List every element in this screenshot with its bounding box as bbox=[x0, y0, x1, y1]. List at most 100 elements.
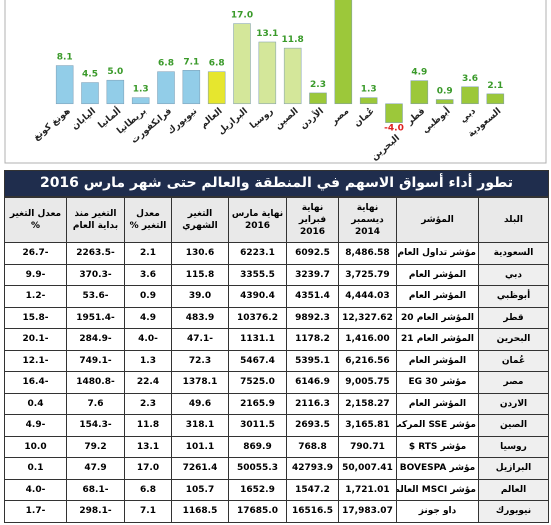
table-cell: 5395.1 bbox=[286, 349, 339, 372]
table-cell: مؤشر SSE المركب bbox=[396, 414, 479, 437]
table-cell: 9,005.75 bbox=[338, 371, 397, 394]
country-cell: البرازيل bbox=[478, 457, 549, 480]
value-label: 4.9 bbox=[411, 68, 427, 78]
bar bbox=[334, 0, 353, 105]
table-cell: 768.8 bbox=[286, 435, 339, 458]
value-label: 2.1 bbox=[487, 81, 503, 91]
value-label: 13.1 bbox=[256, 29, 278, 39]
bar bbox=[359, 97, 378, 105]
table-cell: 50,007.41 bbox=[338, 457, 397, 480]
bar bbox=[461, 86, 479, 105]
table-cell: 1547.2 bbox=[286, 478, 339, 501]
table-cell: 6.8 bbox=[124, 478, 172, 501]
column-header: البلد bbox=[478, 197, 549, 243]
table-cell: 2.3 bbox=[124, 392, 172, 415]
table-cell: 3,165.81 bbox=[338, 414, 397, 437]
table-cell: 22.4 bbox=[124, 371, 172, 394]
table-body: السعودية مؤشر تداول العام 8,486.58 6092.5 62… bbox=[4, 242, 549, 523]
bar bbox=[81, 82, 99, 105]
table-cell: 6146.9 bbox=[286, 371, 339, 394]
table-cell: -4.0 bbox=[4, 478, 67, 501]
table-cell: 10.0 bbox=[4, 435, 67, 458]
table-cell: 2.1 bbox=[124, 242, 172, 265]
country-cell: أبوظبي bbox=[478, 285, 549, 308]
table-cell: المؤشر العام bbox=[396, 349, 479, 372]
country-cell: عُمان bbox=[478, 349, 549, 372]
column-header: التغير منذ بداية العام bbox=[66, 197, 125, 243]
table-cell: 1178.2 bbox=[286, 328, 339, 351]
column-header: نهاية فبراير 2016 bbox=[286, 197, 339, 243]
table-cell: 79.2 bbox=[66, 435, 125, 458]
table-cell: مؤشر MSCI العالمي bbox=[396, 478, 479, 501]
table-cell: -47.1 bbox=[171, 328, 229, 351]
table-cell: -284.9 bbox=[66, 328, 125, 351]
table-cell: 17685.0 bbox=[228, 500, 287, 523]
table-cell: 7525.0 bbox=[228, 371, 287, 394]
table-cell: 8,486.58 bbox=[338, 242, 397, 265]
table-cell: 1131.1 bbox=[228, 328, 287, 351]
country-cell: مصر bbox=[478, 371, 549, 394]
table-cell: 0.4 bbox=[4, 392, 67, 415]
table: تطور أداء أسواق الاسهم في المنطقة والعال… bbox=[4, 170, 549, 523]
table-cell: 1168.5 bbox=[171, 500, 229, 523]
table-row: الاردن المؤشر العام 2,158.27 2116.3 2165.9 49… bbox=[4, 392, 549, 415]
value-label: 8.1 bbox=[57, 53, 73, 63]
table-cell: 17,983.07 bbox=[338, 500, 397, 523]
table-cell: 3011.5 bbox=[228, 414, 287, 437]
table-cell: 101.1 bbox=[171, 435, 229, 458]
table-cell: -16.4 bbox=[4, 371, 67, 394]
table-cell: 483.9 bbox=[171, 306, 229, 329]
table-cell: 13.1 bbox=[124, 435, 172, 458]
table-cell: 2165.9 bbox=[228, 392, 287, 415]
chart: 8.14.55.01.36.87.16.817.013.111.82.322.4… bbox=[4, 0, 547, 164]
table-cell: -12.1 bbox=[4, 349, 67, 372]
table-cell: 115.8 bbox=[171, 263, 229, 286]
table-cell: -1480.8 bbox=[66, 371, 125, 394]
country-cell: الاردن bbox=[478, 392, 549, 415]
table-cell: المؤشر العام bbox=[396, 285, 479, 308]
table-cell: -4.9 bbox=[4, 414, 67, 437]
value-label: 11.8 bbox=[282, 35, 304, 45]
table-cell: -20.1 bbox=[4, 328, 67, 351]
table-cell: 3,725.79 bbox=[338, 263, 397, 286]
column-header: المؤشر bbox=[396, 197, 479, 243]
country-cell: روسيا bbox=[478, 435, 549, 458]
table-cell: 12,327.62 bbox=[338, 306, 397, 329]
table-cell: -26.7 bbox=[4, 242, 67, 265]
table-row: مصر مؤشر EG 30 9,005.75 6146.9 7525.0 1378.1 2… bbox=[4, 371, 549, 394]
value-label: 3.6 bbox=[462, 74, 478, 84]
country-cell: العالم bbox=[478, 478, 549, 501]
value-label: 5.0 bbox=[107, 67, 123, 77]
table-cell: 1378.1 bbox=[171, 371, 229, 394]
table-cell: 1,416.00 bbox=[338, 328, 397, 351]
table-cell: 2,158.27 bbox=[338, 392, 397, 415]
table-cell: 2693.5 bbox=[286, 414, 339, 437]
column-header: معدل التغير % bbox=[124, 197, 172, 243]
value-label: -4.0 bbox=[384, 124, 404, 134]
table-row: دبي المؤشر العام 3,725.79 3239.7 3355.5 115.8… bbox=[4, 263, 549, 286]
table-cell: -4.0 bbox=[124, 328, 172, 351]
table-cell: 49.6 bbox=[171, 392, 229, 415]
value-label: 2.3 bbox=[310, 80, 326, 90]
value-label: 6.8 bbox=[158, 59, 174, 69]
bar bbox=[106, 79, 125, 105]
table-cell: -1951.4 bbox=[66, 306, 125, 329]
table-cell: 1652.9 bbox=[228, 478, 287, 501]
bar bbox=[309, 92, 327, 105]
bar bbox=[182, 70, 201, 105]
bar bbox=[207, 71, 226, 105]
bar bbox=[486, 93, 505, 105]
table-row: عُمان المؤشر العام 6,216.56 5395.1 5467.4 72.… bbox=[4, 349, 549, 372]
value-label: 17.0 bbox=[231, 11, 253, 21]
table-cell: 50055.3 bbox=[228, 457, 287, 480]
table-cell: 105.7 bbox=[171, 478, 229, 501]
column-header: نهاية مارس 2016 bbox=[228, 197, 287, 243]
table-cell: -15.8 bbox=[4, 306, 67, 329]
table-cell: 6,216.56 bbox=[338, 349, 397, 372]
column-header: التغير الشهري bbox=[171, 197, 229, 243]
table-cell: 0.9 bbox=[124, 285, 172, 308]
table-cell: 4390.4 bbox=[228, 285, 287, 308]
table-cell: المؤشر العام 20 bbox=[396, 306, 479, 329]
